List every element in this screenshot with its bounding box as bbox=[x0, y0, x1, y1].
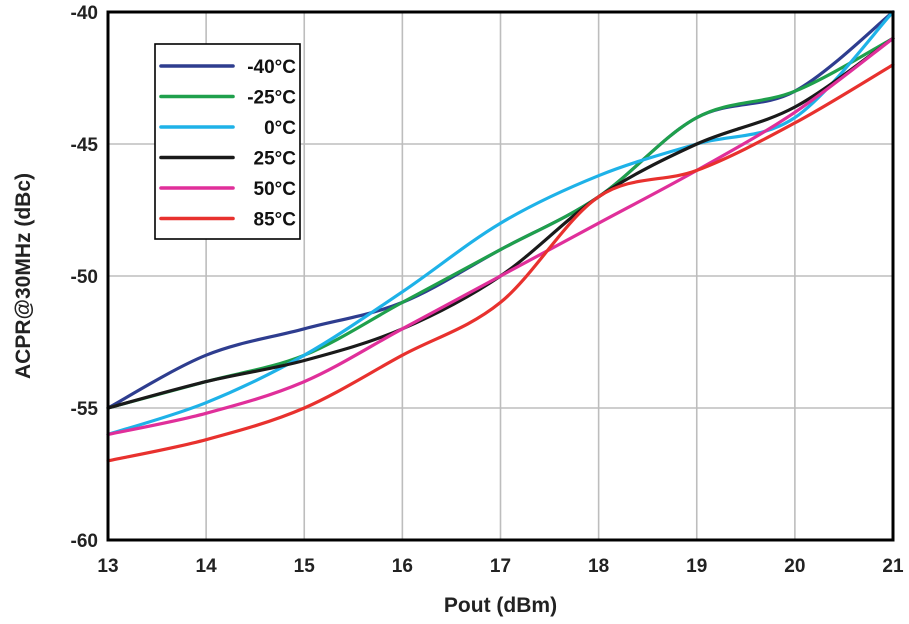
y-tick-label: -50 bbox=[71, 267, 98, 288]
x-tick-label: 15 bbox=[294, 556, 316, 577]
y-tick-label: -60 bbox=[71, 531, 98, 552]
y-axis-label: ACPR@30MHz (dBc) bbox=[12, 173, 35, 379]
x-tick-label: 18 bbox=[588, 556, 609, 577]
x-tick-label: 16 bbox=[392, 556, 413, 577]
x-tick-label: 19 bbox=[686, 556, 707, 577]
legend-label: 85°C bbox=[254, 210, 297, 231]
y-tick-label: -55 bbox=[71, 399, 99, 420]
legend-box bbox=[154, 43, 301, 240]
series-line-4 bbox=[106, 36, 895, 436]
x-tick-label: 21 bbox=[882, 556, 904, 577]
legend-label: -40°C bbox=[247, 57, 296, 78]
y-tick-label: -45 bbox=[71, 135, 99, 156]
x-tick-label: 14 bbox=[196, 556, 218, 577]
y-tick-label: -40 bbox=[71, 3, 98, 24]
x-tick-label: 13 bbox=[97, 556, 118, 577]
x-tick-label: 20 bbox=[784, 556, 805, 577]
legend-label: -25°C bbox=[247, 88, 296, 109]
x-tick-labels: 13 14 15 16 17 18 19 20 21 bbox=[97, 556, 904, 577]
series-line-2 bbox=[106, 10, 895, 436]
legend-label: 0°C bbox=[264, 118, 296, 139]
legend-label: 50°C bbox=[254, 179, 297, 200]
series-lines bbox=[106, 10, 895, 463]
legend: -40°C -25°C 0°C 25°C 50°C 85°C bbox=[154, 43, 301, 240]
x-axis-label: Pout (dBm) bbox=[444, 594, 557, 617]
plot-frame bbox=[106, 10, 895, 542]
legend-label: 25°C bbox=[254, 149, 297, 170]
series-line-5 bbox=[106, 63, 895, 463]
x-tick-label: 17 bbox=[490, 556, 511, 577]
y-tick-labels: -60 -55 -50 -45 -40 bbox=[71, 3, 99, 552]
